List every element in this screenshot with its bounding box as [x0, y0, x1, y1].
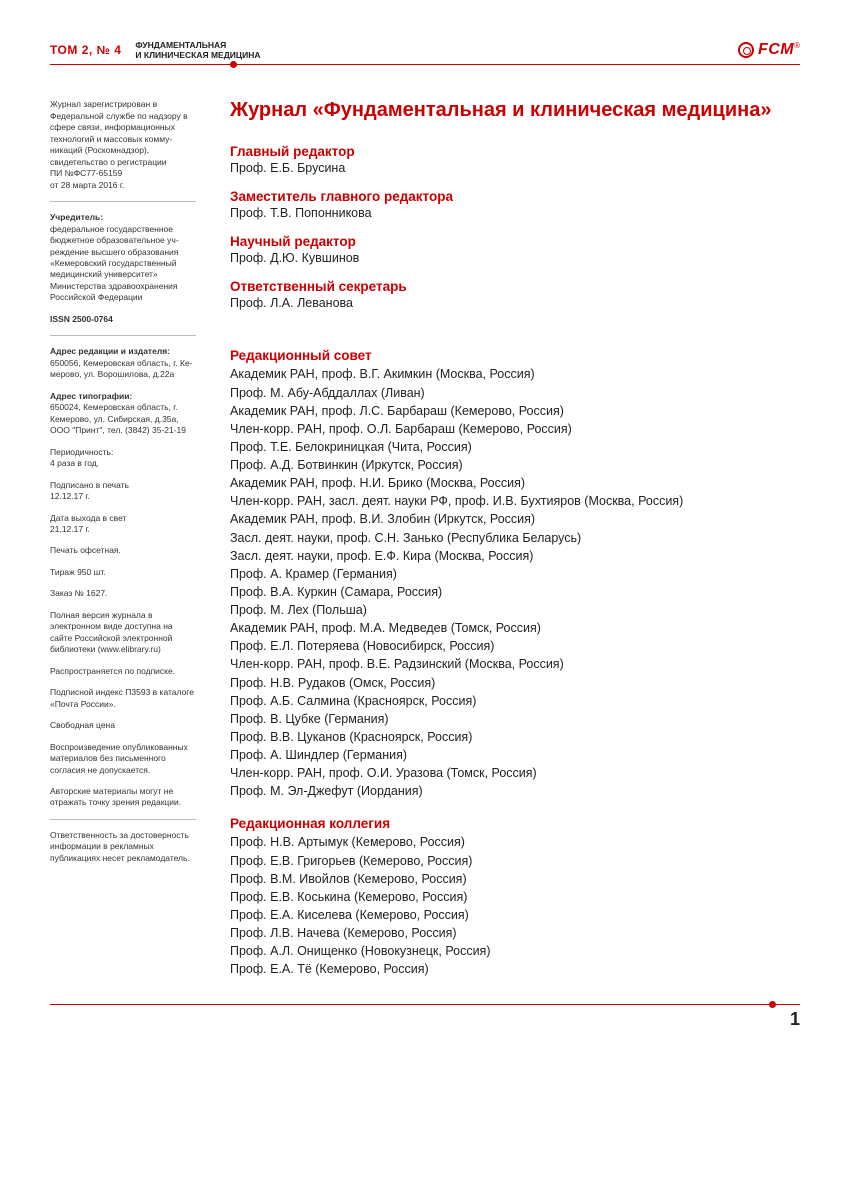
logo-icon	[738, 42, 754, 58]
list-item: Член-корр. РАН, проф. О.И. Уразова (Томс…	[230, 764, 800, 782]
list-item: Проф. Т.Е. Белокриницкая (Чита, Россия)	[230, 438, 800, 456]
list-item: Проф. А.Д. Ботвинкин (Иркутск, Россия)	[230, 456, 800, 474]
list-item: Проф. В.А. Куркин (Самара, Россия)	[230, 583, 800, 601]
list-item: Проф. Е.А. Киселева (Кемерово, Россия)	[230, 906, 800, 924]
list-item: Проф. В. Цубке (Германия)	[230, 710, 800, 728]
list-item: Проф. М. Лех (Польша)	[230, 601, 800, 619]
list-item: Член-корр. РАН, проф. О.Л. Барбараш (Кем…	[230, 420, 800, 438]
role-heading: Заместитель главного редактора	[230, 189, 800, 204]
list-item: Проф. А. Шиндлер (Германия)	[230, 746, 800, 764]
list-item: Академик РАН, проф. В.Г. Акимкин (Москва…	[230, 365, 800, 383]
role-value: Проф. Л.А. Леванова	[230, 296, 800, 310]
logo-text: FCM	[758, 41, 794, 59]
list-item: Проф. М. Эл-Джефут (Иордания)	[230, 782, 800, 800]
logo: FCM ®	[738, 41, 800, 59]
editorial-roles: Главный редактор Проф. Е.Б. Брусина Заме…	[230, 144, 800, 310]
list-item: Член-корр. РАН, проф. В.Е. Радзинский (М…	[230, 655, 800, 673]
issue-label: ТОМ 2, № 4	[50, 43, 121, 57]
registered-mark: ®	[794, 41, 800, 50]
list-item: Академик РАН, проф. В.И. Злобин (Иркутск…	[230, 510, 800, 528]
list-item: Проф. Л.В. Начева (Кемерово, Россия)	[230, 924, 800, 942]
list-item: Проф. А. Крамер (Германия)	[230, 565, 800, 583]
page-header: ТОМ 2, № 4 ФУНДАМЕНТАЛЬНАЯ И КЛИНИЧЕСКАЯ…	[50, 40, 800, 60]
journal-name: ФУНДАМЕНТАЛЬНАЯ И КЛИНИЧЕСКАЯ МЕДИЦИНА	[135, 40, 260, 60]
role-heading: Главный редактор	[230, 144, 800, 159]
list-item: Проф. В.М. Ивойлов (Кемерово, Россия)	[230, 870, 800, 888]
footer-rule	[50, 1004, 800, 1005]
list-item: Проф. Н.В. Артымук (Кемерово, Россия)	[230, 833, 800, 851]
page-number: 1	[50, 1009, 800, 1030]
role-value: Проф. Т.В. Попонникова	[230, 206, 800, 220]
main-content: Журнал «Фундаментальная и клиническая ме…	[230, 99, 800, 978]
list-item: Академик РАН, проф. Н.И. Брико (Москва, …	[230, 474, 800, 492]
list-item: Проф. Е.Л. Потеряева (Новосибирск, Росси…	[230, 637, 800, 655]
list-item: Проф. Е.В. Коськина (Кемерово, Россия)	[230, 888, 800, 906]
list-item: Проф. В.В. Цуканов (Красноярск, Россия)	[230, 728, 800, 746]
editorial-college-heading: Редакционная коллегия	[230, 816, 800, 831]
header-rule	[50, 64, 800, 65]
role-value: Проф. Е.Б. Брусина	[230, 161, 800, 175]
editorial-board-heading: Редакционный совет	[230, 348, 800, 363]
list-item: Проф. Е.А. Тё (Кемерово, Россия)	[230, 960, 800, 978]
list-item: Проф. Н.В. Рудаков (Омск, Россия)	[230, 674, 800, 692]
list-item: Член-корр. РАН, засл. деят. науки РФ, пр…	[230, 492, 800, 510]
sidebar: Журнал зарегистри­рован в Федеральной сл…	[50, 99, 196, 978]
list-item: Засл. деят. науки, проф. Е.Ф. Кира (Моск…	[230, 547, 800, 565]
editorial-college-list: Проф. Н.В. Артымук (Кемерово, Россия)Про…	[230, 833, 800, 978]
list-item: Академик РАН, проф. М.А. Медведев (Томск…	[230, 619, 800, 637]
journal-title: Журнал «Фундаментальная и клиническая ме…	[230, 99, 800, 122]
list-item: Проф. А.Б. Салмина (Красноярск, Россия)	[230, 692, 800, 710]
list-item: Проф. М. Абу-Абддаллах (Ливан)	[230, 384, 800, 402]
list-item: Проф. Е.В. Григорьев (Кемерово, Россия)	[230, 852, 800, 870]
list-item: Академик РАН, проф. Л.С. Барбараш (Кемер…	[230, 402, 800, 420]
list-item: Проф. А.Л. Онищенко (Новокузнецк, Россия…	[230, 942, 800, 960]
role-heading: Ответственный секретарь	[230, 279, 800, 294]
editorial-board-list: Академик РАН, проф. В.Г. Акимкин (Москва…	[230, 365, 800, 800]
role-value: Проф. Д.Ю. Кувшинов	[230, 251, 800, 265]
role-heading: Научный редактор	[230, 234, 800, 249]
list-item: Засл. деят. науки, проф. С.Н. Занько (Ре…	[230, 529, 800, 547]
